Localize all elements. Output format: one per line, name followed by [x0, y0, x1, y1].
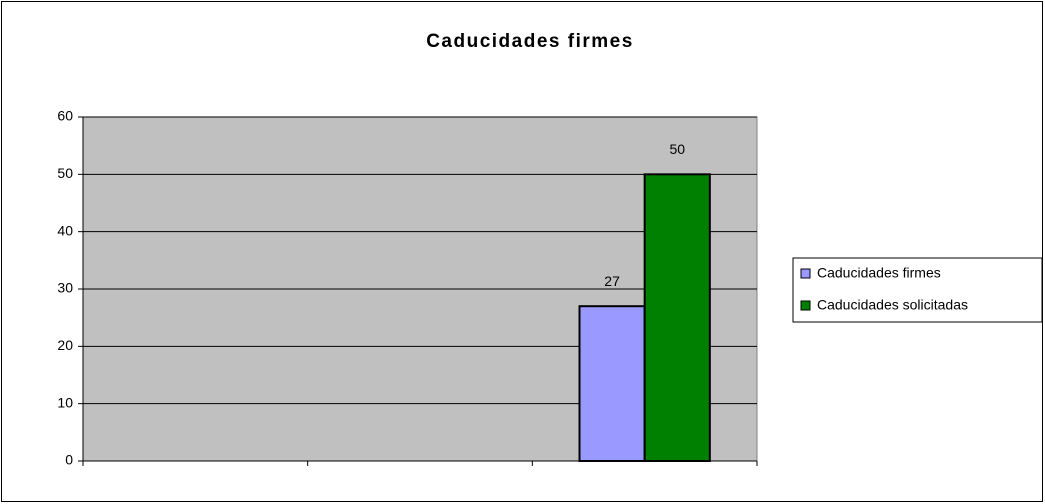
data-label: 50 [669, 141, 685, 157]
legend-box [792, 257, 1043, 323]
chart-title: Caducidades firmes [426, 31, 634, 52]
legend-label: Caducidades solicitadas [817, 297, 968, 313]
y-tick-label: 40 [57, 222, 73, 238]
y-tick-label: 60 [57, 108, 73, 124]
y-tick-label: 50 [57, 165, 73, 181]
legend-swatch [800, 268, 811, 279]
y-tick-label: 20 [57, 337, 73, 353]
bar [643, 173, 711, 462]
bar [578, 305, 646, 463]
legend-swatch [800, 300, 811, 311]
y-tick-label: 30 [57, 280, 73, 296]
y-tick-label: 10 [57, 394, 73, 410]
data-label: 27 [604, 273, 620, 289]
y-tick-label: 0 [65, 452, 73, 468]
legend-label: Caducidades firmes [817, 265, 941, 281]
